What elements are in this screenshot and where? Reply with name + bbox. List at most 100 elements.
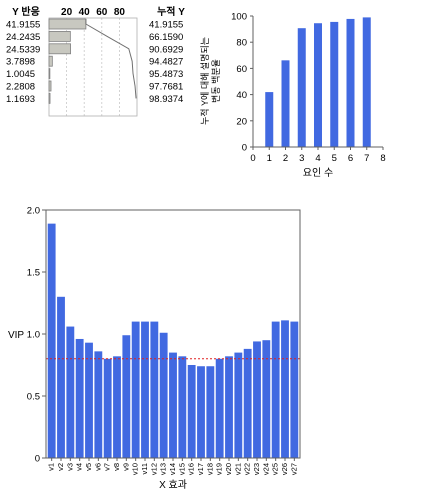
chart2-x-tick-label: v24 — [261, 463, 270, 475]
vip-bar — [243, 348, 252, 458]
chart2-x-tick-label: v12 — [149, 463, 158, 475]
chart2-x-ticks: v1 v2 v3 v4 v5 v6 v7 v8 v9 v10 v11 v12 v13 v14 v15 v16 v… — [47, 458, 298, 475]
chart1-x-label: 요인 수 — [303, 167, 333, 179]
table-axis-tick: 20 — [61, 7, 73, 18]
chart2-x-tick-label: v19 — [215, 463, 224, 475]
table-cumulative-value: 95.4873 — [149, 69, 183, 80]
chart1-x-tick-label: 1 — [267, 153, 272, 164]
table-cumulative-value: 41.9155 — [149, 20, 183, 31]
chart2-x-tick-label: v3 — [65, 463, 74, 471]
chart1-y-tick-label: 80 — [236, 38, 247, 49]
chart2-x-tick-label: v26 — [280, 463, 289, 475]
chart1-x-tick-label: 8 — [380, 153, 385, 164]
chart2-x-tick-label: v18 — [205, 463, 214, 475]
vip-bar — [150, 321, 159, 458]
table-header-cumulative-y: 누적 Y — [157, 5, 185, 18]
vip-bar — [178, 356, 187, 458]
table-cumulative-value: 97.7681 — [149, 82, 183, 93]
table-y-response-value: 24.2435 — [6, 32, 40, 43]
vip-bar — [206, 366, 215, 458]
vip-bar — [225, 356, 233, 458]
variance-table: Y 반응 누적 Y 20 40 60 80 41.9155 41.915524.2435… — [6, 5, 185, 117]
chart1-bar — [281, 60, 290, 147]
chart1-y-tick-label: 60 — [236, 64, 247, 75]
chart2-x-tick-label: v27 — [289, 463, 298, 475]
table-bar — [48, 80, 52, 92]
chart2-y-tick-label: 1.5 — [27, 268, 40, 279]
chart1-y-ticks: 0 20 40 60 80 100 — [231, 12, 253, 154]
chart1-y-tick-label: 100 — [231, 12, 247, 23]
chart2-x-tick-label: v13 — [159, 463, 168, 475]
chart2-x-tick-label: v4 — [75, 463, 84, 471]
chart1-y-label-line1: 누적 Y에 대해 설명되는 — [199, 37, 210, 125]
vip-bar — [47, 223, 56, 458]
chart1-x-tick-label: 2 — [283, 153, 288, 164]
table-y-response-value: 3.7898 — [6, 57, 35, 68]
vip-bar — [94, 351, 103, 458]
table-bar — [48, 43, 71, 55]
chart1-x-tick-label: 0 — [250, 153, 255, 164]
table-gridlines — [66, 18, 120, 116]
table-cumulative-value: 98.9374 — [149, 94, 183, 105]
vip-bar — [159, 332, 168, 458]
vip-bar — [253, 341, 261, 458]
chart2-bars — [47, 223, 299, 458]
table-cumulative-value: 90.6929 — [149, 44, 183, 55]
table-bar — [48, 93, 51, 104]
vip-bar — [169, 352, 177, 458]
chart1-x-tick-label: 4 — [315, 153, 320, 164]
vip-bar — [113, 356, 121, 458]
chart1-x-tick-label: 7 — [364, 153, 369, 164]
table-axis-tick: 80 — [114, 7, 126, 18]
chart1-bar — [297, 28, 306, 148]
chart2-x-tick-label: v22 — [243, 463, 252, 475]
vip-bar — [271, 321, 280, 458]
table-bar — [48, 30, 71, 42]
vip-bar — [103, 358, 112, 458]
table-y-response-value: 1.1693 — [6, 94, 35, 105]
chart2-y-tick-label: 0.5 — [27, 392, 40, 403]
chart2-x-tick-label: v20 — [224, 463, 233, 475]
table-cumulative-value: 66.1590 — [149, 32, 183, 43]
vip-chart: 00.51.01.52.0 v1 v2 v3 v4 v5 v6 v7 v8 v9 v10 v11 v1… — [8, 206, 301, 491]
table-header-y-response: Y 반응 — [12, 5, 40, 18]
vip-bar — [85, 342, 93, 458]
chart1-bar — [265, 92, 274, 147]
chart2-x-tick-label: v16 — [187, 463, 196, 475]
vip-bar — [281, 320, 289, 458]
table-axis-ticks: 20 40 60 80 — [61, 7, 125, 18]
chart2-y-label: VIP — [8, 330, 24, 341]
table-axis-tick: 60 — [96, 7, 108, 18]
chart1-bar — [330, 21, 339, 147]
chart1-y-tick-label: 0 — [242, 143, 247, 154]
vip-bar — [187, 365, 196, 458]
table-y-response-value: 1.0045 — [6, 69, 35, 80]
table-bar — [48, 18, 87, 30]
chart1-x-tick-label: 6 — [348, 153, 353, 164]
chart1-y-tick-label: 40 — [236, 90, 247, 101]
chart2-y-tick-label: 1.0 — [27, 330, 40, 341]
vip-bar — [262, 340, 271, 458]
table-y-response-value: 41.9155 — [6, 20, 40, 31]
chart2-x-tick-label: v7 — [103, 463, 112, 471]
chart1-y-tick-label: 20 — [236, 116, 247, 127]
chart2-x-tick-label: v2 — [56, 463, 65, 471]
chart1-x-tick-label: 3 — [299, 153, 304, 164]
vip-bar — [290, 321, 299, 458]
vip-bar — [197, 366, 205, 458]
chart2-x-tick-label: v11 — [140, 463, 149, 475]
vip-bar — [234, 352, 243, 458]
vip-bar — [131, 321, 140, 458]
chart1-x-tick-label: 5 — [332, 153, 337, 164]
chart1-bars — [265, 17, 371, 148]
vip-bar — [75, 338, 84, 458]
chart2-x-tick-label: v5 — [84, 463, 93, 471]
chart2-x-tick-label: v23 — [252, 463, 261, 475]
vip-bar — [57, 296, 65, 458]
table-axis-tick: 40 — [79, 7, 91, 18]
table-y-response-value: 24.5339 — [6, 44, 40, 55]
chart2-x-tick-label: v14 — [168, 463, 177, 475]
table-cumulative-value: 94.4827 — [149, 57, 183, 68]
table-bar-area — [48, 17, 138, 117]
